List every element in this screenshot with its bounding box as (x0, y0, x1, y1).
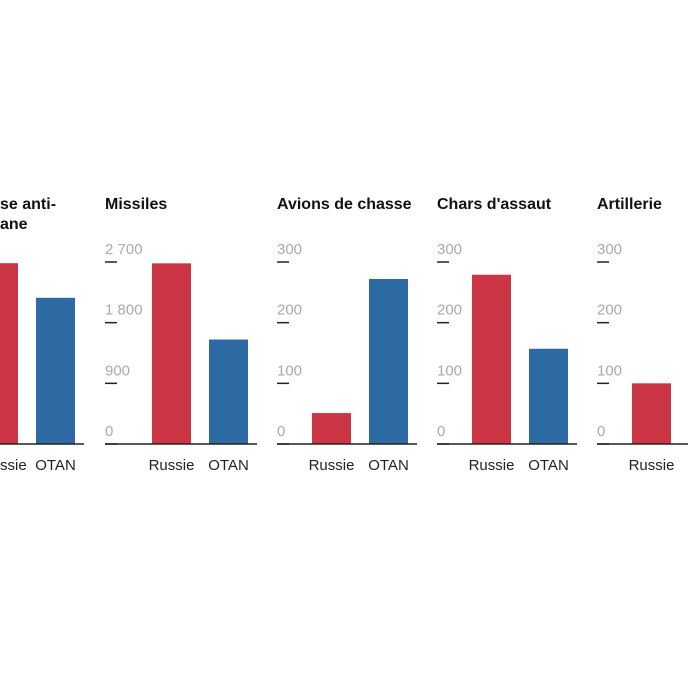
x-tick-label: OTAN (208, 457, 249, 474)
x-tick-label: Russie (469, 457, 515, 474)
bar (0, 263, 18, 444)
y-tick-label: 2 700 (105, 241, 143, 258)
bar (209, 339, 248, 444)
y-tick-label: 200 (597, 302, 622, 319)
chart-title: Avions de chasse (277, 196, 412, 213)
x-tick-label: ssie (0, 457, 27, 474)
y-tick-label: 200 (437, 302, 462, 319)
y-tick-label: 300 (277, 241, 302, 258)
chart-title: Missiles (105, 196, 167, 213)
chart-title: Artillerie (597, 196, 662, 213)
bar (152, 263, 191, 444)
bar (369, 278, 408, 444)
chart-title: se anti- (0, 196, 56, 213)
bar (472, 274, 511, 444)
y-tick-label: 0 (105, 423, 113, 440)
x-tick-label: Russie (629, 457, 675, 474)
y-tick-label: 300 (437, 241, 462, 258)
x-tick-label: Russie (309, 457, 355, 474)
y-tick-label: 0 (437, 423, 445, 440)
x-tick-label: OTAN (368, 457, 409, 474)
bar (529, 348, 568, 444)
y-tick-label: 100 (277, 362, 302, 379)
y-tick-label: 900 (105, 362, 130, 379)
bar (632, 383, 671, 444)
y-tick-label: 100 (597, 362, 622, 379)
bar (312, 413, 351, 444)
x-tick-label: OTAN (528, 457, 569, 474)
x-tick-label: OTAN (35, 457, 76, 474)
chart-title: Chars d'assaut (437, 196, 552, 213)
y-tick-label: 100 (437, 362, 462, 379)
y-tick-label: 1 800 (105, 302, 143, 319)
y-tick-label: 0 (597, 423, 605, 440)
x-tick-label: Russie (149, 457, 195, 474)
y-tick-label: 300 (597, 241, 622, 258)
bar (36, 297, 75, 444)
y-tick-label: 200 (277, 302, 302, 319)
y-tick-label: 0 (277, 423, 285, 440)
chart-title: ane (0, 216, 28, 233)
